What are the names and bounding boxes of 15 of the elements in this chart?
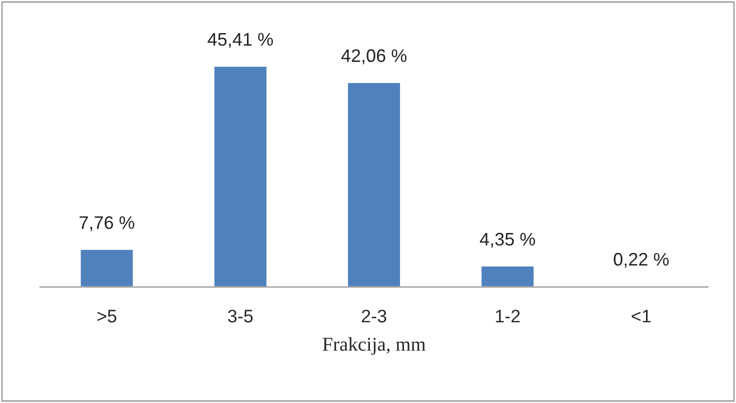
data-label: 7,76 % (80, 216, 134, 232)
bar (346, 82, 402, 287)
bar (79, 248, 134, 287)
x-tick-label: 3-5 (228, 310, 253, 322)
data-label: 45,41 % (208, 33, 273, 48)
x-tick-label: <1 (632, 310, 651, 322)
x-axis-title: Frakcija, mm (322, 337, 426, 355)
data-label: 42,06 % (341, 49, 406, 64)
x-tick-label: >5 (97, 310, 116, 322)
data-label: 0,22 % (614, 252, 669, 268)
x-tick-label: 2-3 (362, 310, 386, 322)
x-tick-label: 1-2 (496, 310, 520, 322)
bar (480, 265, 536, 287)
bar (212, 65, 268, 287)
data-label: 4,35 % (480, 232, 536, 248)
